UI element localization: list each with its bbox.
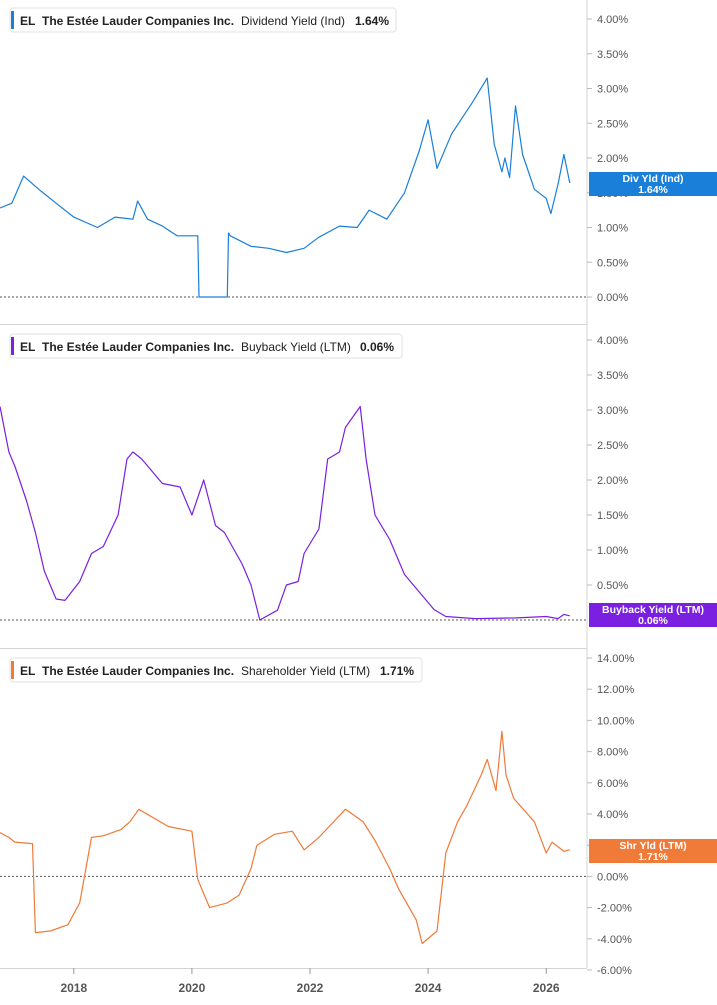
legend-dividend-yield: EL The Estée Lauder Companies Inc. Divid… (9, 7, 397, 33)
y-tick-label: 2.50% (597, 118, 628, 130)
y-tick-label: 2.50% (597, 440, 628, 452)
legend-box (9, 333, 403, 359)
y-tick-label: 0.00% (597, 871, 628, 883)
legend-shareholder-yield: EL The Estée Lauder Companies Inc. Share… (9, 657, 423, 683)
x-tick-label: 2022 (297, 981, 324, 995)
legend-company: The Estée Lauder Companies Inc. (42, 340, 234, 354)
x-axis: 2018 2020 2022 2024 2026 (60, 968, 560, 995)
dividend-yield-line (0, 77, 571, 298)
y-tick-label: 2.00% (597, 475, 628, 487)
legend-ticker: EL (20, 14, 35, 28)
x-tick-label: 2026 (533, 981, 560, 995)
y-tick-label: 4.00% (597, 335, 628, 347)
y-tick-label: 1.00% (597, 223, 628, 235)
marker-box (589, 839, 717, 863)
y-tick-labels: 4.00%3.50%3.00%2.50%2.00%1.50%1.00%0.50%… (587, 14, 628, 304)
marker-value: 1.71% (638, 851, 668, 863)
legend-color-swatch (11, 661, 14, 679)
y-tick-label: 3.00% (597, 405, 628, 417)
panel-dividend-yield: 4.00%3.50%3.00%2.50%2.00%1.50%1.00%0.50%… (0, 7, 717, 304)
x-tick-label: 2024 (415, 981, 442, 995)
y-tick-labels: 4.00% 3.50% 3.00% 2.50% 2.00% 1.50% 1.00% 0.50% (587, 335, 628, 592)
y-tick-labels: 14.00%12.00%10.00%8.00%6.00%4.00%2.00%0.… (587, 653, 635, 977)
shareholder-yield-line (0, 730, 570, 945)
y-tick-label: 3.50% (597, 49, 628, 61)
y-tick-label: -4.00% (597, 934, 632, 946)
y-tick-label: 10.00% (597, 715, 635, 727)
buyback-yield-line (0, 405, 570, 621)
panel-frame (0, 0, 588, 969)
y-tick-label: 14.00% (597, 653, 635, 665)
y-tick-label: 3.50% (597, 370, 628, 382)
legend-company: The Estée Lauder Companies Inc. (42, 664, 234, 678)
legend-value: 0.06% (360, 340, 394, 354)
y-tick-label: -6.00% (597, 965, 632, 977)
y-tick-label: 1.50% (597, 510, 628, 522)
y-tick-label: 4.00% (597, 14, 628, 26)
legend-color-swatch (11, 11, 14, 29)
x-tick-label: 2018 (60, 981, 87, 995)
current-value-marker: Div Yld (Ind) 1.64% (589, 172, 717, 196)
y-tick-label: 6.00% (597, 778, 628, 790)
legend-value: 1.71% (380, 664, 414, 678)
legend-buyback-yield: EL The Estée Lauder Companies Inc. Buyba… (9, 333, 403, 359)
legend-metric: Buyback Yield (LTM) (241, 340, 351, 354)
y-tick-label: -2.00% (597, 903, 632, 915)
marker-label: Buyback Yield (LTM) (602, 604, 704, 616)
current-value-marker: Shr Yld (LTM) 1.71% (589, 839, 717, 863)
y-tick-label: 12.00% (597, 684, 635, 696)
marker-value: 0.06% (638, 615, 668, 627)
marker-label: Div Yld (Ind) (622, 173, 683, 185)
legend-company: The Estée Lauder Companies Inc. (42, 14, 234, 28)
y-tick-label: 2.00% (597, 153, 628, 165)
marker-label: Shr Yld (LTM) (619, 840, 686, 852)
panel-buyback-yield: 4.00% 3.50% 3.00% 2.50% 2.00% 1.50% 1.00% 0.50%… (0, 333, 717, 627)
x-tick-label: 2020 (179, 981, 206, 995)
legend-metric: Shareholder Yield (LTM) (241, 664, 370, 678)
panel-shareholder-yield: 14.00%12.00%10.00%8.00%6.00%4.00%2.00%0.… (0, 653, 717, 977)
legend-metric: Dividend Yield (Ind) (241, 14, 345, 28)
y-tick-label: 1.00% (597, 545, 628, 557)
y-tick-label: 4.00% (597, 809, 628, 821)
y-tick-label: 3.00% (597, 84, 628, 96)
marker-value: 1.64% (638, 184, 668, 196)
legend-ticker: EL (20, 664, 35, 678)
marker-box (589, 603, 717, 627)
legend-value: 1.64% (355, 14, 389, 28)
y-tick-label: 0.50% (597, 257, 628, 269)
current-value-marker: Buyback Yield (LTM) 0.06% (589, 603, 717, 627)
legend-ticker: EL (20, 340, 35, 354)
legend-box (9, 657, 423, 683)
legend-box (9, 7, 397, 33)
y-tick-label: 0.00% (597, 292, 628, 304)
y-tick-label: 8.00% (597, 747, 628, 759)
legend-color-swatch (11, 337, 14, 355)
y-tick-label: 0.50% (597, 580, 628, 592)
marker-box (589, 172, 717, 196)
